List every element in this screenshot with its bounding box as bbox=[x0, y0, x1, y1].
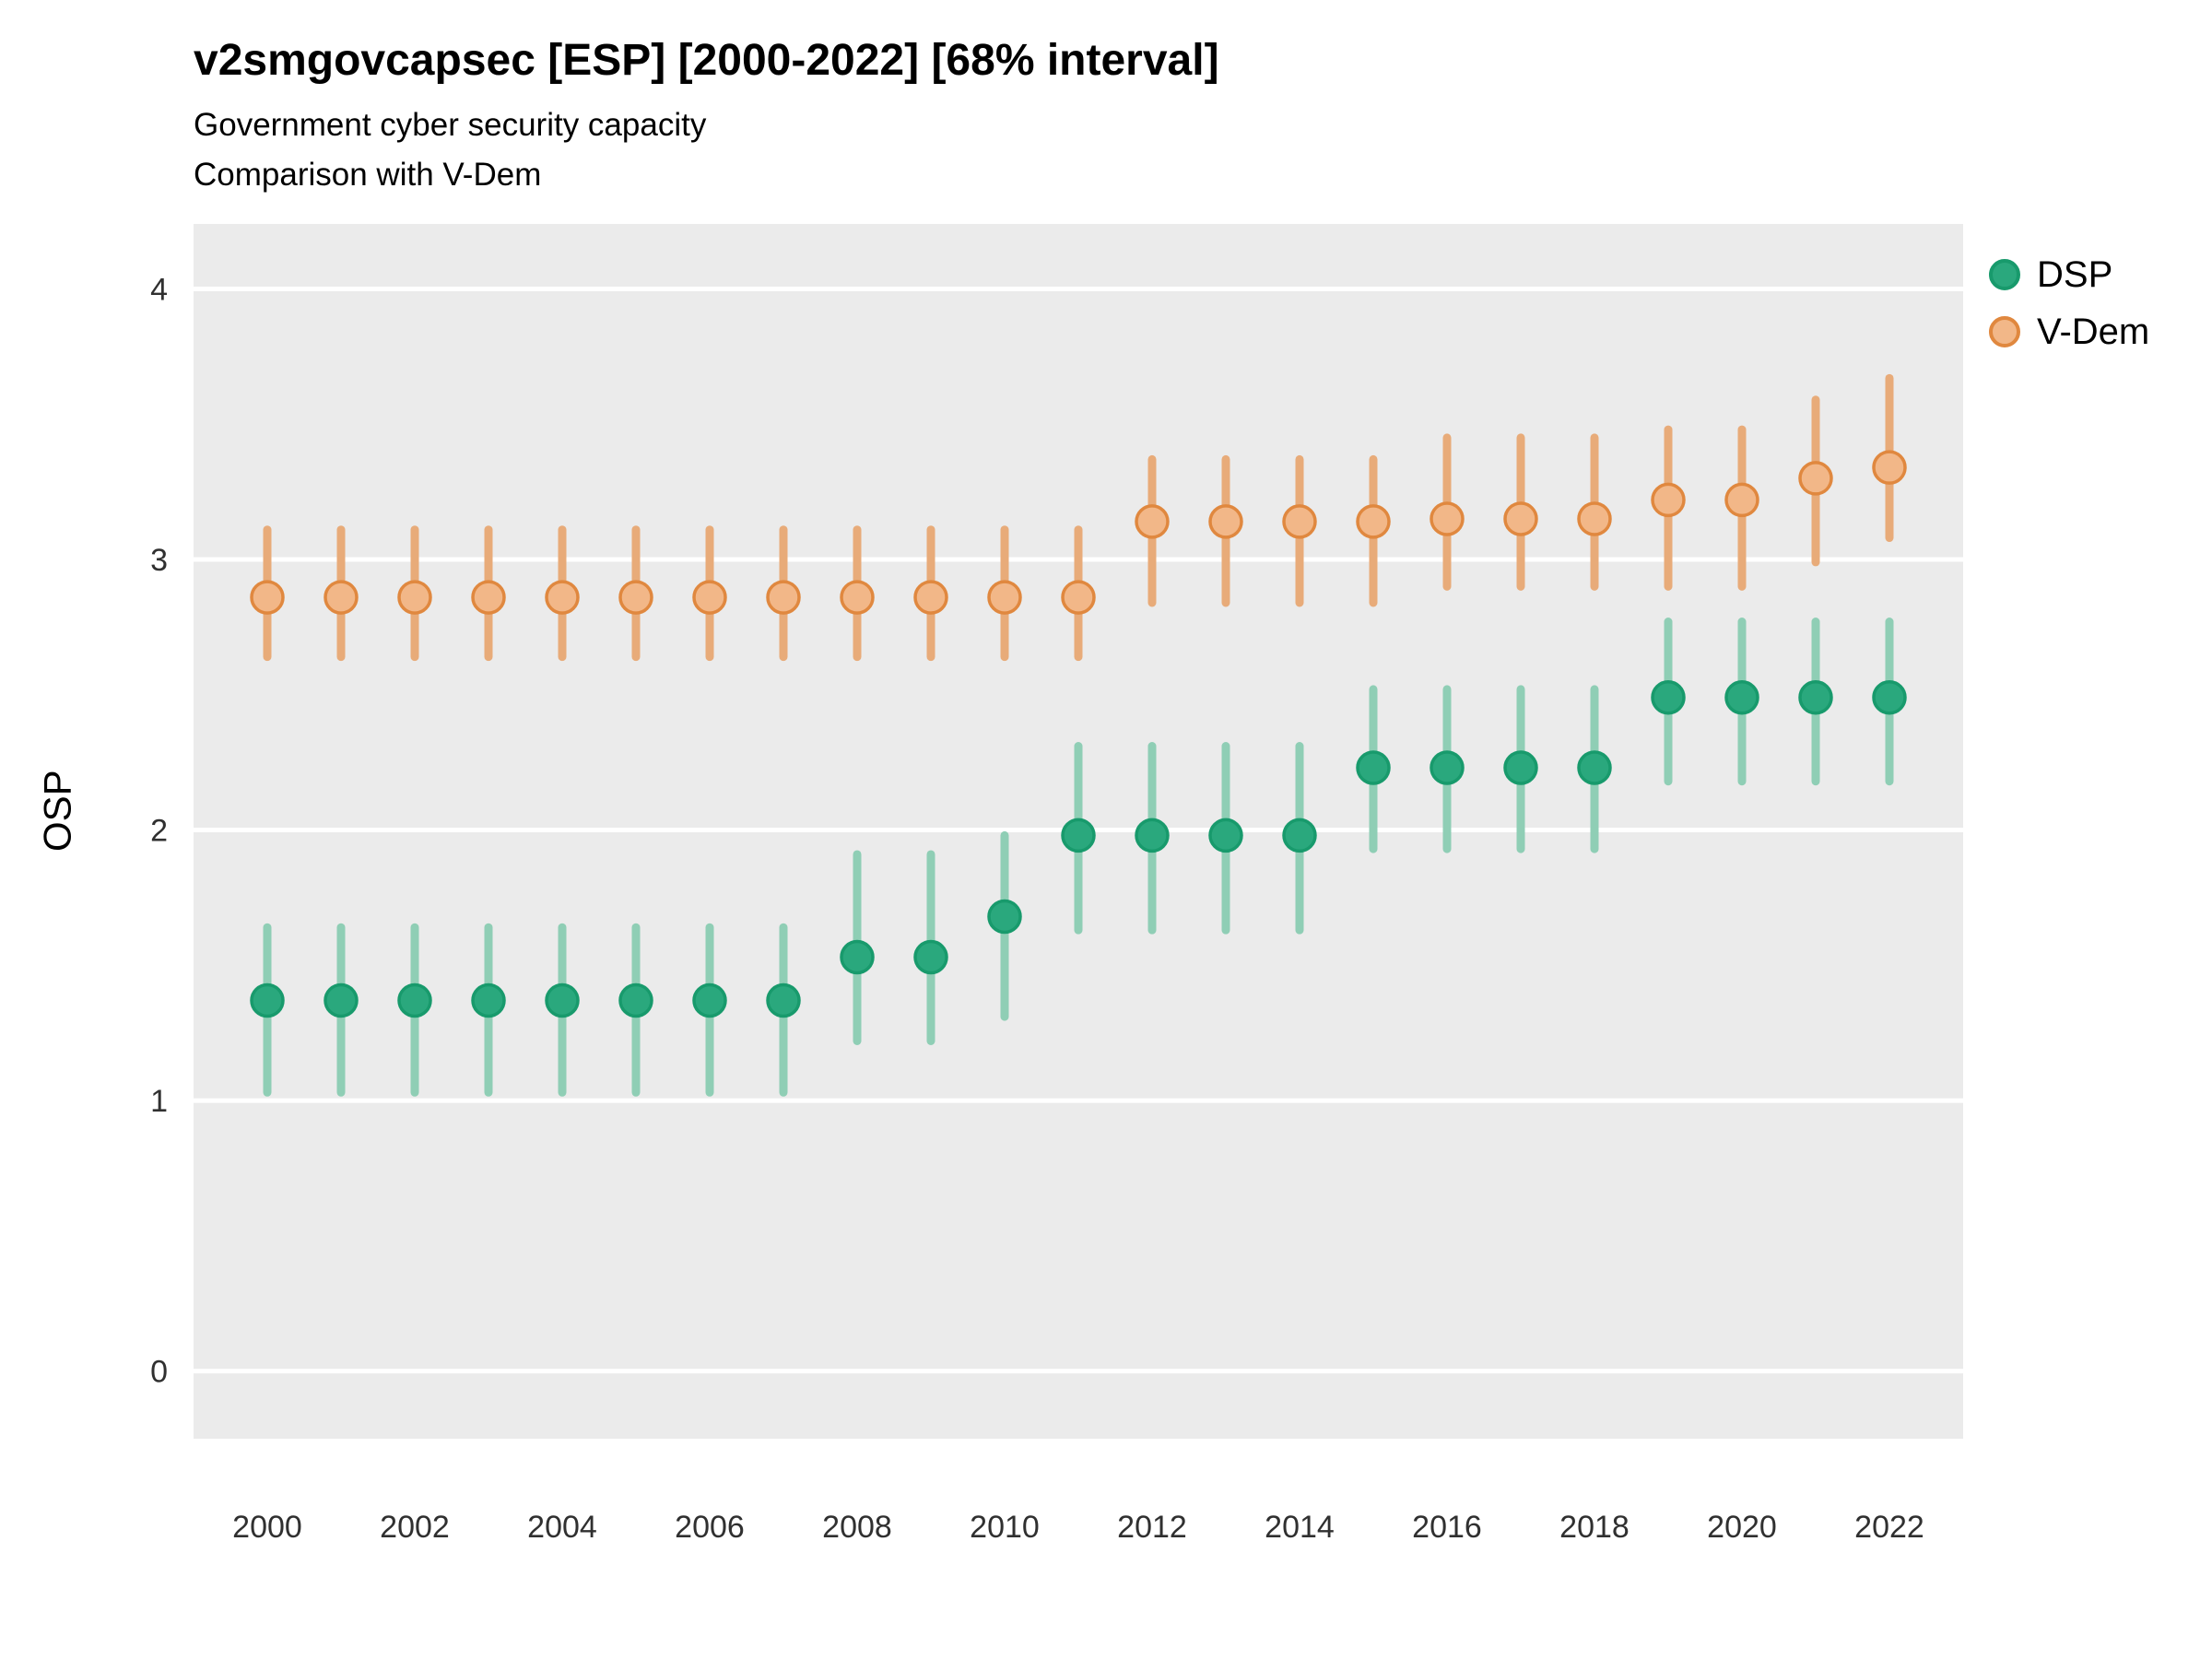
y-tick-label-2: 2 bbox=[150, 814, 168, 849]
x-tick-label-2016: 2016 bbox=[1412, 1510, 1482, 1545]
data-point-dsp-2007 bbox=[766, 982, 801, 1018]
data-point-vdem-2018 bbox=[1577, 501, 1612, 536]
x-tick-label-2004: 2004 bbox=[527, 1510, 597, 1545]
data-point-dsp-2003 bbox=[471, 982, 506, 1018]
data-point-dsp-2005 bbox=[618, 982, 653, 1018]
data-point-vdem-2003 bbox=[471, 580, 506, 615]
data-point-dsp-2018 bbox=[1577, 750, 1612, 785]
data-point-dsp-2008 bbox=[840, 939, 875, 975]
data-point-vdem-2013 bbox=[1208, 504, 1243, 539]
legend-swatch-vdem-icon bbox=[1989, 316, 2020, 347]
data-point-dsp-2015 bbox=[1356, 750, 1391, 785]
data-point-vdem-2002 bbox=[397, 580, 432, 615]
data-point-dsp-2016 bbox=[1430, 750, 1465, 785]
data-point-dsp-2004 bbox=[545, 982, 580, 1018]
y-tick-label-4: 4 bbox=[150, 272, 168, 307]
x-tick-label-2010: 2010 bbox=[970, 1510, 1040, 1545]
x-tick-label-2000: 2000 bbox=[232, 1510, 302, 1545]
data-point-dsp-2022 bbox=[1872, 679, 1907, 715]
data-point-vdem-2016 bbox=[1430, 501, 1465, 536]
data-point-vdem-2001 bbox=[324, 580, 359, 615]
data-point-dsp-2000 bbox=[250, 982, 285, 1018]
data-point-vdem-2012 bbox=[1135, 504, 1170, 539]
data-point-vdem-2021 bbox=[1798, 461, 1833, 496]
data-point-dsp-2020 bbox=[1724, 679, 1759, 715]
data-point-dsp-2001 bbox=[324, 982, 359, 1018]
data-point-vdem-2015 bbox=[1356, 504, 1391, 539]
data-point-vdem-2014 bbox=[1282, 504, 1317, 539]
data-point-vdem-2008 bbox=[840, 580, 875, 615]
data-point-vdem-2007 bbox=[766, 580, 801, 615]
y-tick-label-1: 1 bbox=[150, 1084, 168, 1119]
data-point-vdem-2022 bbox=[1872, 450, 1907, 485]
data-point-vdem-2000 bbox=[250, 580, 285, 615]
y-tick-label-3: 3 bbox=[150, 543, 168, 578]
data-point-vdem-2009 bbox=[913, 580, 948, 615]
data-point-vdem-2005 bbox=[618, 580, 653, 615]
chart-subtitle-line1: Government cyber security capacity bbox=[194, 107, 707, 143]
data-point-vdem-2006 bbox=[692, 580, 727, 615]
data-point-vdem-2020 bbox=[1724, 482, 1759, 518]
data-point-dsp-2019 bbox=[1651, 679, 1686, 715]
data-point-dsp-2010 bbox=[987, 899, 1022, 935]
data-point-dsp-2013 bbox=[1208, 818, 1243, 853]
x-tick-label-2008: 2008 bbox=[822, 1510, 892, 1545]
legend-swatch-dsp-icon bbox=[1989, 259, 2020, 290]
data-point-vdem-2004 bbox=[545, 580, 580, 615]
x-tick-label-2018: 2018 bbox=[1559, 1510, 1630, 1545]
legend: DSP V-Dem bbox=[1989, 251, 2149, 356]
x-tick-label-2020: 2020 bbox=[1707, 1510, 1777, 1545]
x-tick-label-2006: 2006 bbox=[675, 1510, 745, 1545]
data-point-vdem-2019 bbox=[1651, 482, 1686, 518]
data-point-vdem-2011 bbox=[1061, 580, 1096, 615]
data-point-dsp-2014 bbox=[1282, 818, 1317, 853]
x-tick-label-2014: 2014 bbox=[1265, 1510, 1335, 1545]
data-point-dsp-2006 bbox=[692, 982, 727, 1018]
data-point-dsp-2017 bbox=[1503, 750, 1538, 785]
data-point-dsp-2012 bbox=[1135, 818, 1170, 853]
legend-label-dsp: DSP bbox=[2037, 253, 2113, 295]
legend-entry-vdem: V-Dem bbox=[1989, 308, 2149, 356]
x-tick-label-2012: 2012 bbox=[1117, 1510, 1187, 1545]
y-tick-label-0: 0 bbox=[150, 1355, 168, 1390]
data-point-vdem-2010 bbox=[987, 580, 1022, 615]
x-tick-label-2002: 2002 bbox=[380, 1510, 450, 1545]
x-tick-label-2022: 2022 bbox=[1854, 1510, 1924, 1545]
chart-title: v2smgovcapsec [ESP] [2000-2022] [68% int… bbox=[194, 36, 1219, 85]
data-point-dsp-2009 bbox=[913, 939, 948, 975]
legend-label-vdem: V-Dem bbox=[2037, 311, 2150, 352]
data-point-vdem-2017 bbox=[1503, 501, 1538, 536]
data-point-dsp-2011 bbox=[1061, 818, 1096, 853]
chart-subtitle-line2: Comparison with V-Dem bbox=[194, 157, 542, 193]
data-point-dsp-2002 bbox=[397, 982, 432, 1018]
data-point-dsp-2021 bbox=[1798, 679, 1833, 715]
legend-entry-dsp: DSP bbox=[1989, 251, 2149, 299]
